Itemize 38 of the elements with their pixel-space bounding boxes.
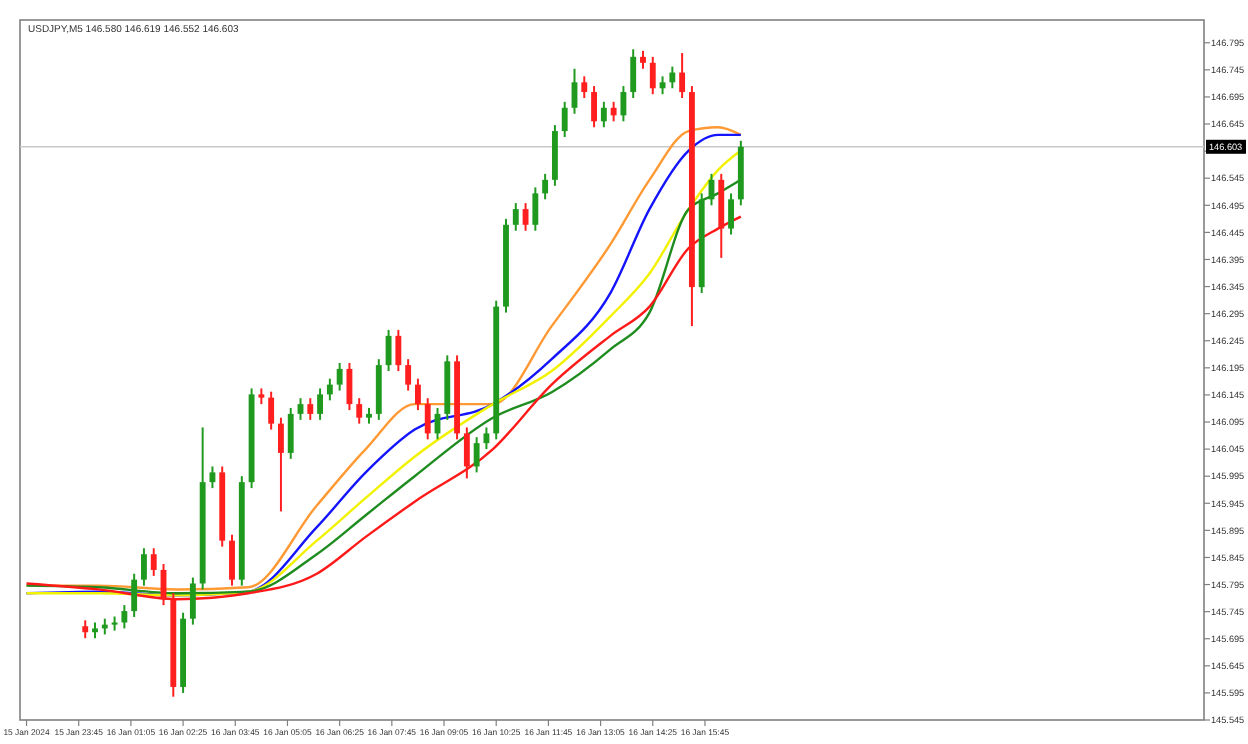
- candlestick: [229, 533, 235, 587]
- candlestick: [512, 202, 519, 232]
- candlestick: [728, 192, 734, 236]
- candlestick: [630, 48, 637, 100]
- candlestick: [307, 397, 314, 421]
- candlestick: [463, 426, 470, 480]
- candlestick: [424, 397, 431, 441]
- candlestick: [610, 100, 617, 123]
- candlestick: [141, 547, 147, 587]
- candlestick: [356, 397, 363, 425]
- candlestick: [336, 361, 343, 392]
- candlestick: [385, 328, 392, 373]
- candlestick: [522, 202, 529, 232]
- candlestick: [532, 186, 539, 232]
- candlestick: [287, 406, 294, 460]
- candlestick: [581, 75, 588, 100]
- candlestick: [150, 547, 157, 577]
- candlestick: [483, 426, 490, 451]
- candlestick: [473, 436, 480, 474]
- candlestick: [346, 361, 353, 412]
- candlestick: [669, 65, 676, 90]
- candlestick: [600, 100, 607, 129]
- candlestick: [268, 390, 275, 431]
- candlestick: [278, 416, 284, 513]
- candlestick: [395, 328, 402, 373]
- candlestick: [649, 55, 656, 96]
- candlestick: [189, 576, 196, 626]
- candlestick: [317, 387, 324, 421]
- candlestick: [405, 358, 412, 392]
- candlestick: [620, 85, 627, 123]
- candlestick: [414, 377, 421, 412]
- candlestick: [326, 377, 333, 402]
- candlestick: [131, 572, 138, 619]
- candlestick: [591, 85, 597, 129]
- candlestick: [679, 52, 686, 100]
- candlestick: [561, 100, 568, 139]
- candlestick: [121, 604, 128, 630]
- candlestick: [542, 172, 549, 201]
